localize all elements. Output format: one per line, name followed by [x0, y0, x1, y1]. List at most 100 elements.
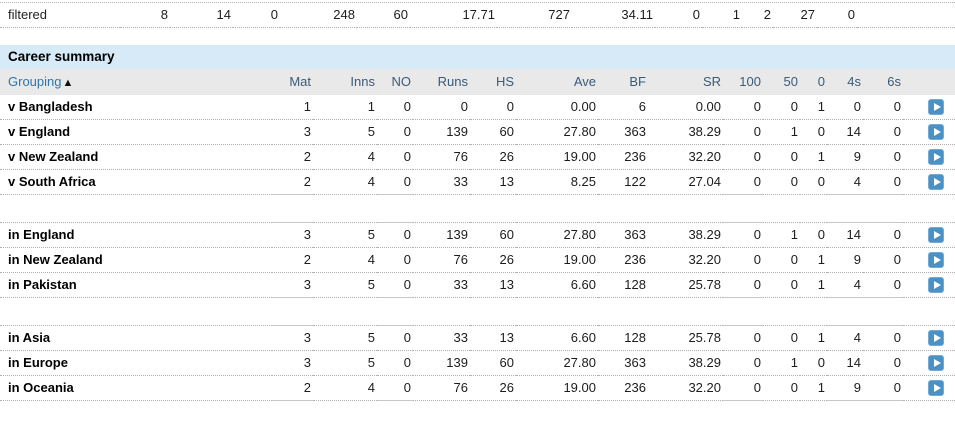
row-drilldown-button[interactable]: [928, 380, 944, 396]
table-row: in New Zealand 2 4 0 76 26 19.00 236 32.…: [0, 248, 955, 273]
column-header-ave[interactable]: Ave: [573, 74, 596, 89]
cell-0: 0: [800, 120, 827, 145]
cell-100: 0: [723, 351, 763, 376]
cell-ave: 19.00: [516, 145, 598, 170]
cell-runs: 76: [413, 376, 470, 401]
cell-link: [903, 120, 955, 145]
cell-no: 0: [377, 351, 413, 376]
cell-bf: 236: [598, 248, 648, 273]
row-label: v New Zealand: [0, 145, 272, 170]
cell-runs: 139: [413, 120, 470, 145]
filtered-hs: 60: [357, 3, 410, 28]
row-label: in Pakistan: [0, 273, 272, 298]
cell-sr: 38.29: [648, 223, 723, 248]
column-header-runs[interactable]: Runs: [437, 74, 468, 89]
cell-6s: 0: [863, 120, 903, 145]
cell-mat: 3: [272, 273, 313, 298]
cell-4s: 4: [827, 326, 863, 351]
column-header-grouping[interactable]: Grouping▲: [0, 69, 272, 95]
column-header-4s[interactable]: 4s: [847, 74, 861, 89]
cell-link: [903, 351, 955, 376]
cell-100: 0: [723, 273, 763, 298]
cell-4s: 14: [827, 120, 863, 145]
cell-50: 1: [763, 351, 800, 376]
cell-inns: [313, 195, 377, 223]
cell-inns: 4: [313, 376, 377, 401]
table-header-row: Grouping▲ Mat Inns NO Runs HS Ave BF SR …: [0, 69, 955, 95]
column-header-0[interactable]: 0: [817, 74, 825, 89]
column-header-hs[interactable]: HS: [495, 74, 514, 89]
cell-inns: [313, 298, 377, 326]
cell-mat: 3: [272, 351, 313, 376]
cell-100: 0: [723, 223, 763, 248]
cell-100: [723, 195, 763, 223]
cell-bf: 236: [598, 145, 648, 170]
cell-no: [377, 298, 413, 326]
cell-runs: 33: [413, 170, 470, 195]
row-drilldown-button[interactable]: [928, 174, 944, 190]
column-header-no[interactable]: NO: [391, 74, 412, 89]
cell-inns: 5: [313, 351, 377, 376]
cell-100: 0: [723, 376, 763, 401]
column-header-sr[interactable]: SR: [702, 74, 721, 89]
cell-100: 0: [723, 95, 763, 120]
cell-bf: [598, 195, 648, 223]
filtered-runs: 248: [280, 3, 357, 28]
column-header-link: [903, 69, 955, 95]
column-header-mat[interactable]: Mat: [289, 74, 311, 89]
cell-bf: 122: [598, 170, 648, 195]
cell-mat: 2: [272, 145, 313, 170]
cell-mat: 1: [272, 95, 313, 120]
row-label: in Oceania: [0, 376, 272, 401]
spacer-gap: [0, 28, 955, 45]
cell-4s: 9: [827, 248, 863, 273]
cell-mat: 2: [272, 376, 313, 401]
row-drilldown-button[interactable]: [928, 277, 944, 293]
cell-runs: 139: [413, 351, 470, 376]
cell-hs: 13: [470, 273, 516, 298]
cell-link: [903, 195, 955, 223]
cell-hs: 60: [470, 351, 516, 376]
column-header-bf[interactable]: BF: [629, 74, 646, 89]
cell-link: [903, 170, 955, 195]
cell-ave: 0.00: [516, 95, 598, 120]
row-drilldown-button[interactable]: [928, 355, 944, 371]
row-drilldown-button[interactable]: [928, 330, 944, 346]
row-label: [0, 195, 272, 223]
cell-mat: 3: [272, 223, 313, 248]
column-header-100[interactable]: 100: [739, 74, 761, 89]
cell-ave: [516, 298, 598, 326]
cell-no: 0: [377, 326, 413, 351]
row-drilldown-button[interactable]: [928, 252, 944, 268]
column-header-inns[interactable]: Inns: [350, 74, 375, 89]
cell-0: 1: [800, 145, 827, 170]
row-drilldown-button[interactable]: [928, 99, 944, 115]
play-arrow-icon: [933, 359, 941, 367]
row-drilldown-button[interactable]: [928, 149, 944, 165]
career-summary-table: Grouping▲ Mat Inns NO Runs HS Ave BF SR …: [0, 69, 955, 401]
row-drilldown-button[interactable]: [928, 227, 944, 243]
row-label: in England: [0, 223, 272, 248]
play-arrow-icon: [933, 334, 941, 342]
cell-ave: 6.60: [516, 273, 598, 298]
column-header-6s[interactable]: 6s: [887, 74, 901, 89]
cell-50: 0: [763, 170, 800, 195]
cell-ave: 27.80: [516, 351, 598, 376]
grouping-header-label[interactable]: Grouping: [8, 74, 62, 89]
filtered-sr: 34.11: [572, 3, 655, 28]
cell-100: 0: [723, 120, 763, 145]
cell-sr: 32.20: [648, 376, 723, 401]
row-drilldown-button[interactable]: [928, 124, 944, 140]
cell-0: 1: [800, 95, 827, 120]
cell-4s: [827, 195, 863, 223]
cell-mat: 3: [272, 326, 313, 351]
cell-link: [903, 223, 955, 248]
cell-no: [377, 195, 413, 223]
cell-mat: 2: [272, 170, 313, 195]
column-header-50[interactable]: 50: [783, 74, 798, 89]
cell-hs: 0: [470, 95, 516, 120]
table-row: v Bangladesh 1 1 0 0 0 0.00 6 0.00 0 0 1…: [0, 95, 955, 120]
cell-sr: [648, 298, 723, 326]
cell-hs: 13: [470, 326, 516, 351]
filtered-4s: 27: [773, 3, 817, 28]
